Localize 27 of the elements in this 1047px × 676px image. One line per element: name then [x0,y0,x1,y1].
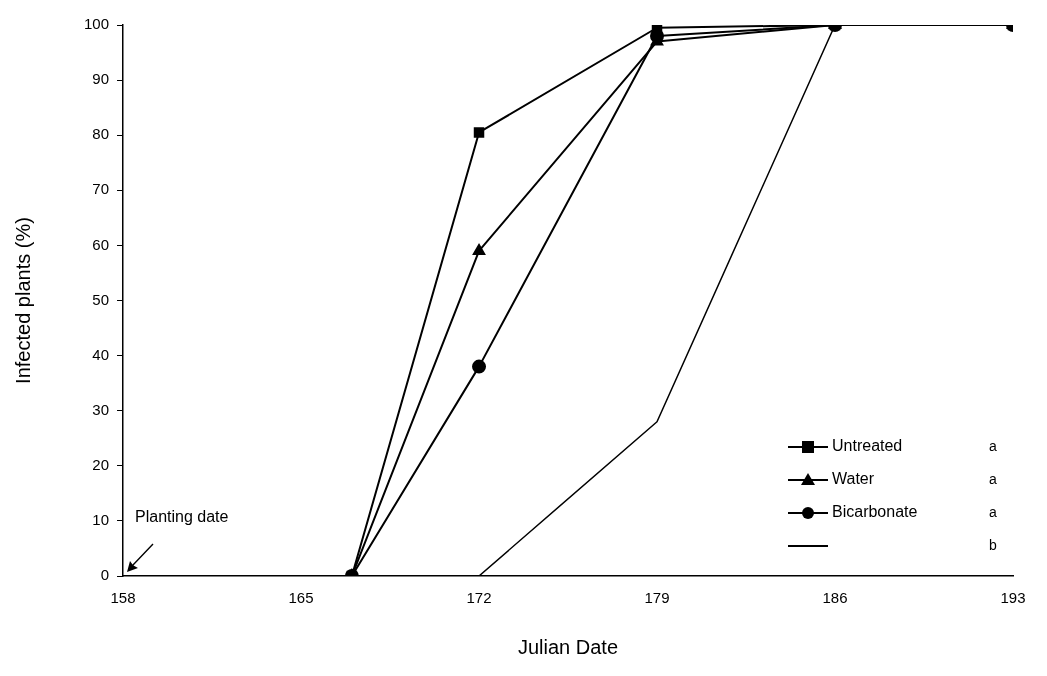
y-axis-title: Infected plants (%) [11,217,34,384]
x-tick-label: 186 [822,589,848,607]
x-tick-label: 193 [1000,589,1026,607]
y-tick-label: 90 [92,70,110,88]
legend-label: Water [832,470,875,488]
y-tick-label: 60 [92,235,110,253]
y-tick-label: 100 [84,15,110,33]
x-axis-title: Julian Date [517,635,619,658]
legend-label: Bicarbonate [832,503,918,521]
annotation: b [989,536,998,553]
y-tick-label: 20 [92,455,110,473]
x-tick-label: 158 [110,589,136,607]
y-tick-label: 80 [92,125,110,143]
y-tick-label: 50 [92,290,110,308]
legend-label: Untreated [832,437,903,455]
y-tick-label: 0 [100,566,110,584]
y-tick-label: 40 [92,345,110,363]
x-tick-label: 165 [288,589,314,607]
annotation: a [989,503,998,520]
x-tick-label: 179 [644,589,670,607]
annotation: Planting date [135,508,229,526]
y-tick-label: 70 [92,180,110,198]
y-tick-label: 10 [92,511,110,529]
x-tick-label: 172 [466,589,492,607]
y-tick-label: 30 [92,400,110,418]
annotation: a [989,437,998,454]
annotation: a [989,470,998,487]
